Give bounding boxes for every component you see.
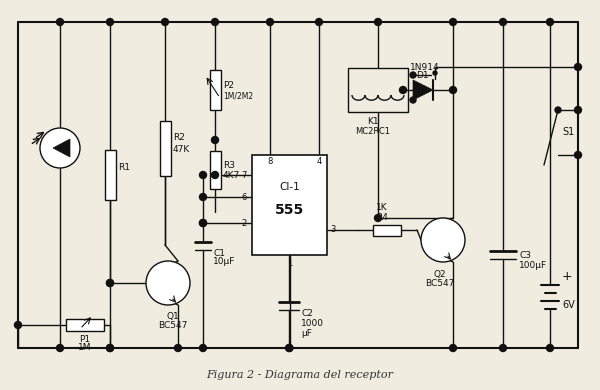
Text: S1: S1 [562,127,574,137]
Circle shape [107,280,113,287]
Circle shape [286,344,293,351]
Circle shape [40,128,80,168]
Circle shape [286,344,293,351]
Text: P2: P2 [223,80,234,89]
Circle shape [421,218,465,262]
Circle shape [449,344,457,351]
Text: 1M: 1M [78,344,92,353]
Text: μF: μF [301,328,312,337]
Circle shape [199,344,206,351]
Text: 1M/2M2: 1M/2M2 [223,92,253,101]
Polygon shape [53,139,70,157]
Circle shape [400,87,407,94]
Bar [252,155,327,255]
Circle shape [266,18,274,25]
Text: +: + [562,271,572,284]
Text: R3: R3 [223,161,235,170]
Bar [104,150,115,200]
Text: K1: K1 [367,117,379,126]
Text: 1K: 1K [376,204,388,213]
Text: BC547: BC547 [158,321,188,330]
Bar [348,68,408,112]
Bar [209,151,221,189]
Text: C1: C1 [213,248,225,257]
Text: BC547: BC547 [425,278,455,287]
Circle shape [449,18,457,25]
Circle shape [146,261,190,305]
Circle shape [410,97,416,103]
Text: 10μF: 10μF [213,257,235,266]
Circle shape [555,107,561,113]
Circle shape [449,87,457,94]
Circle shape [499,18,506,25]
Circle shape [316,18,323,25]
Text: 100μF: 100μF [519,262,547,271]
Circle shape [575,64,581,71]
Text: Q2: Q2 [434,269,446,278]
Circle shape [575,106,581,113]
Text: P1: P1 [79,335,91,344]
Circle shape [199,172,206,179]
Text: 1N914: 1N914 [410,64,440,73]
Text: 6V: 6V [562,300,575,310]
Circle shape [56,18,64,25]
Bar [160,121,170,176]
Text: C3: C3 [519,250,531,259]
Text: D1: D1 [416,71,428,80]
Circle shape [14,321,22,328]
Text: MC2RC1: MC2RC1 [355,128,391,136]
Circle shape [161,18,169,25]
Text: CI-1: CI-1 [279,182,300,192]
Text: R4: R4 [376,213,388,222]
Circle shape [199,220,206,227]
Text: 3: 3 [331,225,335,234]
Text: Q1: Q1 [167,312,179,321]
Circle shape [212,172,218,179]
Circle shape [199,220,206,227]
Circle shape [107,344,113,351]
Text: 4K7: 4K7 [223,172,240,181]
Circle shape [499,344,506,351]
Circle shape [107,280,113,287]
Circle shape [374,18,382,25]
Bar [209,70,221,110]
Text: 4: 4 [316,156,322,165]
Text: 1: 1 [287,259,292,268]
Bar [66,319,104,331]
Circle shape [410,72,416,78]
Text: 6: 6 [241,193,247,202]
Circle shape [199,193,206,200]
Circle shape [175,344,182,351]
Text: 1000: 1000 [301,319,324,328]
Circle shape [575,151,581,158]
Circle shape [107,344,113,351]
Circle shape [212,18,218,25]
Circle shape [374,215,382,222]
Circle shape [433,71,437,75]
Text: R2: R2 [173,133,185,142]
Text: Figura 2 - Diagrama del receptor: Figura 2 - Diagrama del receptor [206,370,394,380]
Text: 8: 8 [268,156,272,165]
Text: 7: 7 [241,170,247,179]
Text: R1: R1 [118,163,130,172]
Circle shape [212,136,218,144]
Bar [373,225,401,236]
Text: 555: 555 [275,203,304,217]
Text: C2: C2 [301,308,313,317]
Circle shape [56,344,64,351]
Circle shape [107,18,113,25]
Circle shape [547,344,554,351]
Circle shape [547,18,554,25]
Text: 47K: 47K [173,145,190,154]
Text: 2: 2 [241,218,247,227]
Polygon shape [413,80,433,100]
